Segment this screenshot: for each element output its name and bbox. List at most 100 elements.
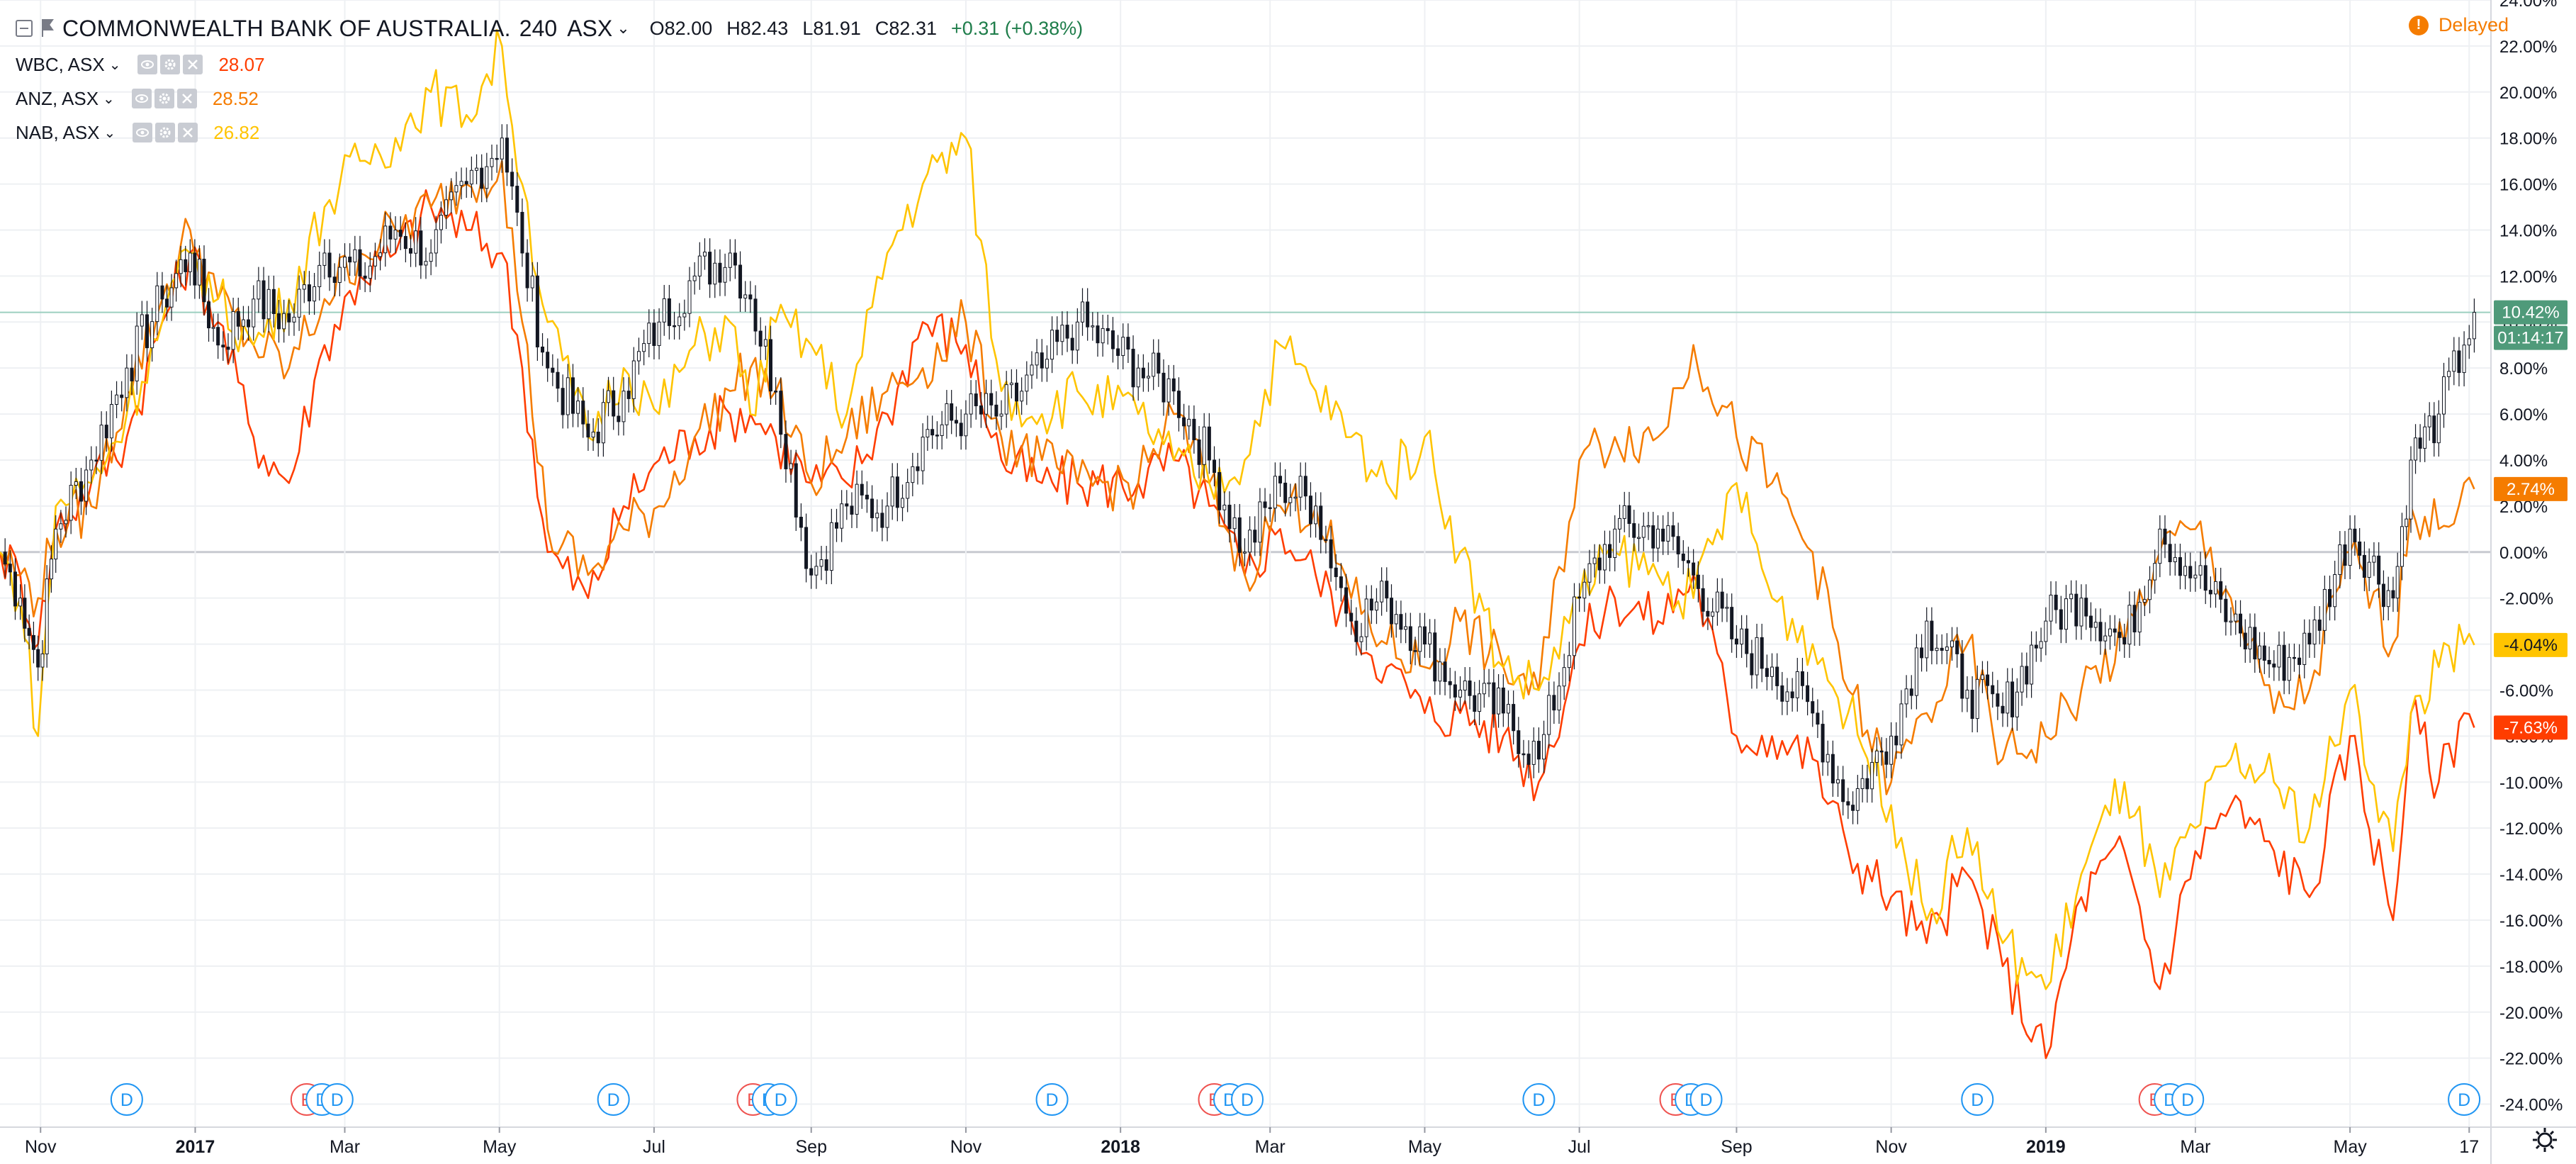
compare-symbol[interactable]: NAB, ASX (16, 121, 100, 143)
chevron-down-icon[interactable]: ⌄ (108, 57, 121, 73)
candle-body (2198, 565, 2203, 576)
candle-body (2447, 371, 2451, 377)
candle-body (809, 568, 814, 576)
candle-body (2059, 609, 2063, 630)
candle-body (1050, 330, 1054, 360)
candle-body (1795, 671, 1799, 698)
exchange-label[interactable]: ASX (567, 15, 613, 41)
candle-body (596, 431, 600, 444)
candle-body (1775, 666, 1779, 686)
symbol-title[interactable]: COMMONWEALTH BANK OF AUSTRALIA. (62, 15, 511, 41)
candle-body (1349, 612, 1354, 622)
close-icon[interactable] (183, 55, 203, 74)
candle-body (1020, 391, 1024, 402)
candle-body (2391, 590, 2395, 599)
candle-body (1816, 712, 1820, 725)
candle-body (2322, 588, 2327, 631)
candle-body (1567, 655, 1571, 668)
candle-body (1354, 620, 1359, 642)
main-symbol-row: COMMONWEALTH BANK OF AUSTRALIA. 240 ASX … (16, 13, 1083, 44)
candle-body (1253, 530, 1257, 543)
candle-body (266, 289, 271, 320)
candle-body (2234, 613, 2238, 622)
close-icon[interactable] (178, 123, 198, 142)
candle-body (636, 351, 641, 362)
interval-label[interactable]: 240 (519, 15, 558, 41)
candle-body (2001, 705, 2005, 714)
candle-body (40, 653, 45, 668)
candle-body (1879, 750, 1884, 753)
marker-circle (110, 1083, 143, 1116)
candle-body (1960, 653, 1964, 699)
dividend-marker[interactable]: D (110, 1083, 143, 1116)
candle-body (49, 559, 53, 580)
close-icon[interactable] (176, 89, 197, 108)
y-tick-label: 20.00% (2499, 84, 2557, 103)
dividend-marker[interactable]: D (597, 1083, 630, 1116)
candle-body (1303, 476, 1307, 497)
dividend-marker[interactable]: D (764, 1083, 797, 1116)
candle-body (2432, 415, 2436, 444)
dividend-marker[interactable]: D (1689, 1083, 1723, 1116)
gear-icon[interactable] (160, 55, 181, 74)
candle-body (2472, 312, 2476, 340)
candle-body (612, 390, 616, 417)
candle-body (2084, 598, 2088, 617)
gear-icon[interactable] (155, 123, 176, 142)
candle-body (969, 393, 973, 415)
candle-body (2292, 656, 2296, 659)
compare-symbol[interactable]: ANZ, ASX (16, 87, 99, 109)
last-value-label: 2.74% (2494, 476, 2567, 501)
compare-symbol[interactable]: WBC, ASX (16, 53, 105, 75)
dividend-marker[interactable]: D (320, 1083, 354, 1116)
dividend-marker[interactable]: D (2448, 1083, 2481, 1116)
settings-icon[interactable] (2531, 1126, 2559, 1154)
candle-body (2441, 376, 2446, 415)
chevron-down-icon[interactable]: ⌄ (103, 91, 115, 107)
event-markers[interactable]: DEDDDEDDDEDDDEDDDEDDD (110, 1083, 2481, 1116)
candle-body (2153, 563, 2157, 581)
marker-circle (764, 1083, 797, 1116)
marker-circle (1961, 1083, 1994, 1116)
candle-body (18, 598, 23, 607)
candle-body (954, 420, 958, 424)
candle-body (1506, 704, 1510, 714)
candle-body (682, 313, 687, 318)
compare-row-nab: NAB, ASX ⌄ 26.82 (16, 118, 259, 147)
chevron-down-icon[interactable]: ⌄ (103, 125, 116, 141)
candle-body (1278, 476, 1283, 483)
candle-body (2137, 602, 2142, 633)
candle-body (2343, 544, 2347, 566)
dividend-marker[interactable]: D (1522, 1083, 1556, 1116)
candle-body (2302, 632, 2307, 665)
candle-body (2367, 561, 2371, 578)
y-tick-label: 8.00% (2499, 359, 2548, 379)
candle-body (327, 252, 332, 278)
compare-row-anz: ANZ, ASX ⌄ 28.52 (16, 84, 259, 113)
candle-body (1536, 741, 1541, 760)
dividend-marker[interactable]: D (2171, 1083, 2205, 1116)
dividend-marker[interactable]: D (1231, 1083, 1264, 1116)
delayed-badge[interactable]: ! Delayed (2408, 14, 2509, 36)
gear-icon[interactable] (154, 89, 174, 108)
candle-body (1339, 576, 1343, 588)
candle-body (414, 230, 418, 254)
candle-body (708, 252, 712, 285)
candle-body (1263, 501, 1267, 508)
candle-body (1428, 632, 1432, 645)
eye-icon[interactable] (131, 89, 152, 108)
chevron-down-icon[interactable]: ⌄ (617, 19, 630, 37)
candle-body (2348, 528, 2352, 566)
collapse-icon[interactable] (16, 20, 33, 37)
dividend-marker[interactable]: D (1961, 1083, 1994, 1116)
candle-body (1207, 426, 1211, 461)
candle-body (1453, 684, 1457, 698)
eye-icon[interactable] (133, 123, 153, 142)
dividend-marker[interactable]: D (1035, 1083, 1069, 1116)
eye-icon[interactable] (137, 55, 158, 74)
candle-body (1821, 724, 1825, 763)
candle-body (1940, 647, 1944, 651)
candle-body (1512, 704, 1516, 732)
candle-body (2163, 528, 2167, 545)
